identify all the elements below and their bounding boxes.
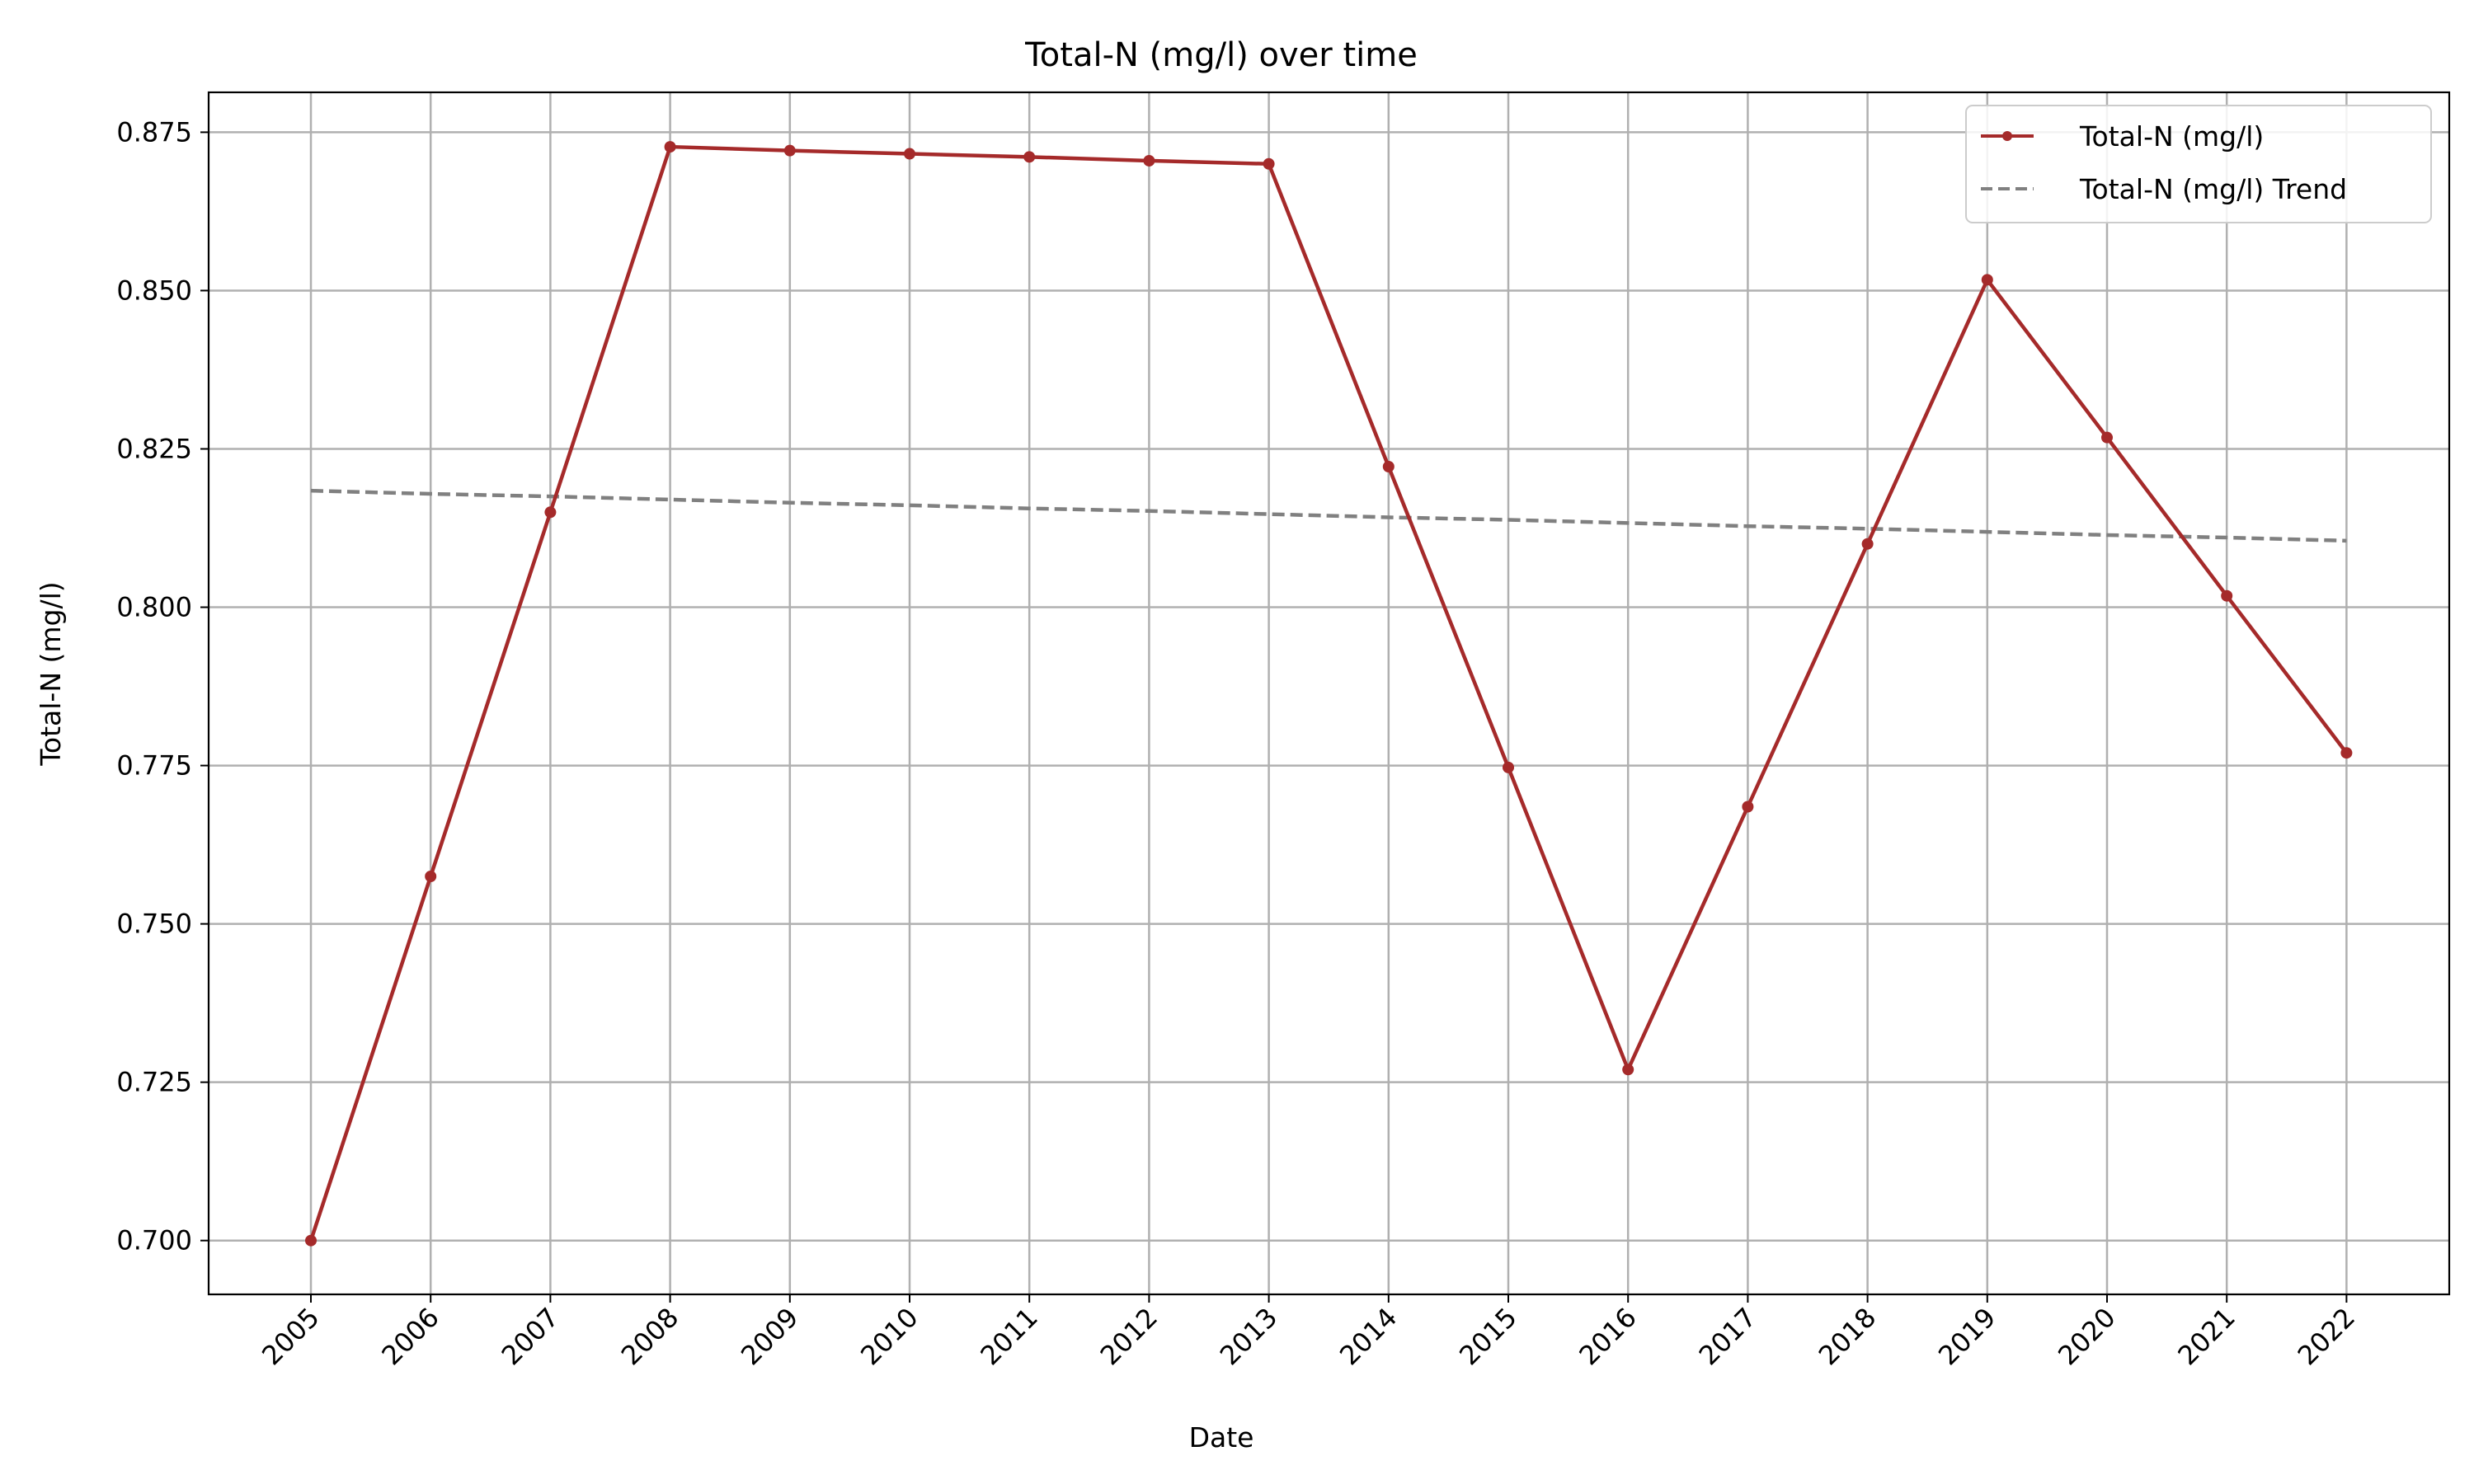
y-tick-label: 0.875 <box>116 116 192 148</box>
y-tick-label: 0.800 <box>116 592 192 623</box>
y-tick-label: 0.825 <box>116 433 192 464</box>
legend-box <box>1965 105 2432 223</box>
data-point <box>1382 460 1395 472</box>
trend-series <box>310 488 2347 543</box>
series-line <box>308 144 2349 1242</box>
legend: Total-N (mg/l) Total-N (mg/l) Trend <box>1965 105 2432 223</box>
y-tick-label: 0.750 <box>116 909 192 940</box>
data-point <box>1981 274 1993 286</box>
data-point <box>2101 431 2113 444</box>
data-point <box>1143 154 1155 167</box>
main-series <box>305 141 2353 1247</box>
data-point <box>783 144 796 157</box>
legend-marker-main <box>2002 131 2012 141</box>
data-point <box>2340 747 2353 759</box>
y-tick-label: 0.725 <box>116 1067 192 1098</box>
data-point <box>2221 589 2233 602</box>
y-axis: 0.700 0.725 0.750 0.775 0.800 0.825 0.850 0.875 <box>116 116 209 1256</box>
data-point <box>1861 538 1874 550</box>
data-point <box>1263 157 1275 170</box>
y-tick-label: 0.850 <box>116 275 192 306</box>
data-point <box>305 1234 317 1247</box>
y-tick-label: 0.700 <box>116 1225 192 1256</box>
y-axis-label: Total-N (mg/l) <box>35 581 67 766</box>
data-point <box>904 148 915 160</box>
chart-title: Total-N (mg/l) over time <box>1024 36 1418 74</box>
data-point <box>1023 151 1036 163</box>
legend-label-trend: Total-N (mg/l) Trend <box>2079 173 2347 205</box>
data-point <box>1742 801 1754 813</box>
x-axis-label: Date <box>1189 1421 1254 1453</box>
plot-area-frame <box>207 91 2451 1296</box>
data-point <box>425 871 437 883</box>
data-point <box>1503 761 1514 773</box>
legend-label-main: Total-N (mg/l) <box>2079 120 2264 153</box>
data-point <box>544 506 557 519</box>
trend-line <box>310 488 2347 543</box>
data-point <box>1622 1064 1634 1076</box>
data-point <box>664 141 676 153</box>
y-tick-label: 0.775 <box>116 750 192 782</box>
